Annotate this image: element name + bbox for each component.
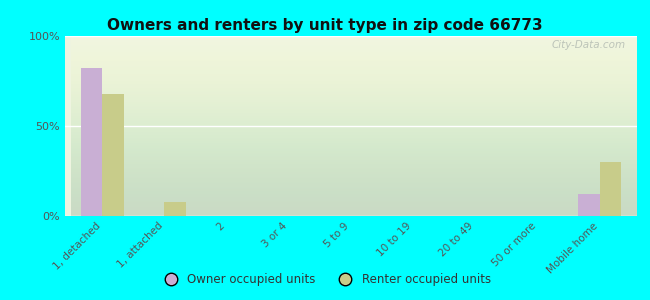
Text: City-Data.com: City-Data.com xyxy=(551,40,625,50)
Bar xyxy=(600,162,621,216)
Text: Owners and renters by unit type in zip code 66773: Owners and renters by unit type in zip c… xyxy=(107,18,543,33)
Bar xyxy=(164,202,187,216)
Bar xyxy=(81,68,102,216)
Bar xyxy=(102,94,124,216)
Legend: Owner occupied units, Renter occupied units: Owner occupied units, Renter occupied un… xyxy=(154,269,496,291)
Bar xyxy=(578,194,600,216)
